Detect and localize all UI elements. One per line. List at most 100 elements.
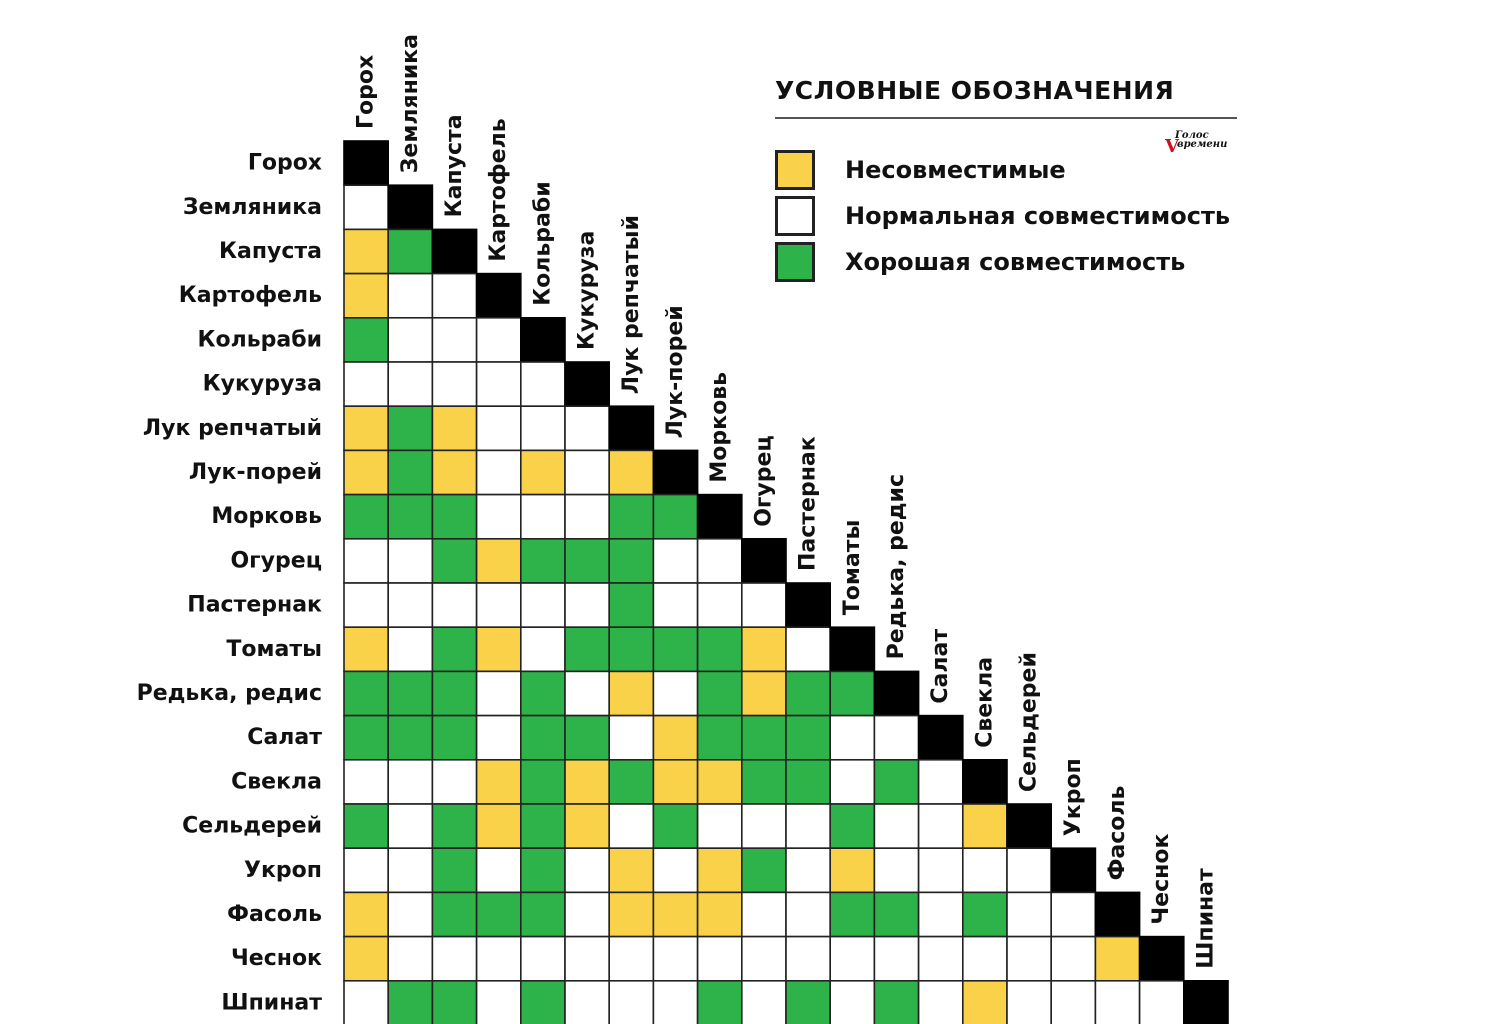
row-label: Морковь [211,504,322,529]
heatmap-cell [829,803,876,850]
heatmap-cell [873,803,920,850]
heatmap-cell [387,847,434,894]
heatmap-cell [608,891,655,938]
heatmap-cell [652,493,699,540]
legend-label-incompatible: Несовместимые [845,156,1066,184]
heatmap-cell [387,361,434,408]
heatmap-cell [475,493,522,540]
heatmap-cell [961,935,1008,982]
heatmap-cell [431,272,478,319]
heatmap-cell [1006,847,1053,894]
heatmap-cell [387,537,434,584]
column-label: Салат [928,629,953,704]
heatmap-cell [431,582,478,629]
heatmap-cell [873,714,920,761]
heatmap-cell [519,670,566,717]
heatmap-cell [740,847,787,894]
heatmap-cell [740,758,787,805]
heatmap-cell [696,670,743,717]
heatmap-cell [475,361,522,408]
heatmap-diagonal-cell [431,228,478,275]
heatmap-cell [564,758,611,805]
heatmap-cell [387,582,434,629]
column-label: Шпинат [1193,868,1218,969]
heatmap-cell [475,803,522,850]
heatmap-cell [696,935,743,982]
heatmap-cell [961,803,1008,850]
heatmap-cell [475,935,522,982]
heatmap-cell [785,626,832,673]
heatmap-cell [475,847,522,894]
heatmap-cell [475,582,522,629]
row-label: Картофель [179,283,322,308]
heatmap-cell [343,714,390,761]
heatmap-cell [608,979,655,1024]
legend-item-good: Хорошая совместимость [775,240,1185,284]
heatmap-cell [564,670,611,717]
heatmap-cell [873,979,920,1024]
column-label: Огурец [751,435,776,527]
heatmap-cell [564,493,611,540]
legend-swatch-normal [775,196,815,236]
heatmap-cell [475,537,522,584]
heatmap-cell [387,626,434,673]
column-label: Кукуруза [575,231,600,350]
column-label: Томаты [840,520,865,616]
heatmap-cell [961,891,1008,938]
heatmap-cell [652,626,699,673]
legend-swatch-incompatible [775,150,815,190]
heatmap-cell [387,316,434,363]
column-label: Чеснок [1149,834,1174,925]
heatmap-cell [696,979,743,1024]
heatmap-diagonal-cell [519,316,566,363]
heatmap-cell [343,626,390,673]
heatmap-cell [387,449,434,496]
column-label: Горох [354,55,379,129]
heatmap-cell [519,979,566,1024]
heatmap-cell [519,935,566,982]
heatmap-cell [343,670,390,717]
heatmap-diagonal-cell [343,140,390,187]
heatmap-cell [608,758,655,805]
heatmap-cell [519,405,566,452]
heatmap-cell [740,626,787,673]
heatmap-cell [475,626,522,673]
legend-label-normal: Нормальная совместимость [845,202,1231,230]
heatmap-cell [387,935,434,982]
heatmap-cell [829,935,876,982]
heatmap-cell [1094,935,1141,982]
heatmap-diagonal-cell [1050,847,1097,894]
heatmap-diagonal-cell [961,758,1008,805]
heatmap-cell [343,361,390,408]
column-label: Кольраби [530,181,555,306]
heatmap-cell [785,847,832,894]
heatmap-cell [431,537,478,584]
heatmap-cell [519,537,566,584]
heatmap-cell [608,670,655,717]
heatmap-cell [608,847,655,894]
heatmap-cell [608,449,655,496]
heatmap-cell [431,405,478,452]
heatmap-cell [829,758,876,805]
heatmap-diagonal-cell [829,626,876,673]
heatmap-cell [343,582,390,629]
logo-line1: Голос [1175,130,1209,141]
row-label: Салат [247,725,322,750]
heatmap-cell [431,361,478,408]
heatmap-cell [387,758,434,805]
heatmap-cell [564,405,611,452]
heatmap-cell [343,935,390,982]
column-label: Сельдерей [1017,652,1042,792]
row-label: Земляника [183,195,322,220]
heatmap-diagonal-cell [608,405,655,452]
heatmap-cell [519,582,566,629]
heatmap-cell [829,847,876,894]
column-label: Укроп [1061,758,1086,836]
heatmap-cell [608,537,655,584]
heatmap-cell [475,405,522,452]
heatmap-cell [696,891,743,938]
heatmap-cell [608,493,655,540]
heatmap-cell [696,582,743,629]
row-label: Огурец [230,548,322,573]
heatmap-cell [475,891,522,938]
